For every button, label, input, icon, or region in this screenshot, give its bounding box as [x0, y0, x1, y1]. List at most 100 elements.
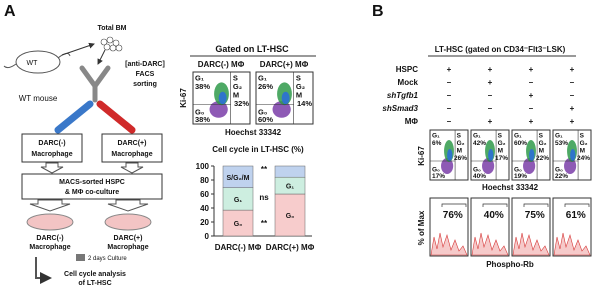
mouse-label: WT	[27, 60, 39, 67]
condition-mark: +	[529, 91, 534, 100]
condition-mark: –	[447, 117, 452, 126]
gate-label: G₀	[195, 108, 204, 117]
flow-title: Gated on LT-HSC	[215, 44, 289, 54]
box	[21, 173, 163, 200]
cell-cloud	[281, 91, 290, 105]
dish	[104, 213, 152, 231]
arrow	[35, 257, 52, 284]
panel-label: A	[4, 3, 16, 20]
gate-percent: 19%	[514, 173, 527, 180]
condition-mark: –	[570, 78, 575, 87]
antibody-icon	[79, 65, 111, 103]
block-arrow	[107, 199, 149, 212]
gate-label: S	[233, 74, 238, 83]
gate-percent: 76%	[443, 210, 463, 221]
y-axis-label: Ki-67	[417, 146, 426, 166]
histogram-trace	[512, 232, 550, 256]
gate-label: G₂	[580, 140, 588, 147]
gate-label: M	[296, 91, 302, 100]
gate-label: G₀	[432, 167, 440, 174]
cell-cloud	[272, 101, 291, 118]
gate-percent: 17%	[495, 155, 508, 162]
dish	[26, 213, 74, 231]
condition-mark: –	[488, 104, 493, 113]
gate-label: M	[580, 148, 585, 155]
condition-mark: –	[447, 78, 452, 87]
condition-mark: –	[447, 91, 452, 100]
segment-label: G₁	[234, 197, 242, 204]
cell-cloud	[564, 158, 577, 174]
box-label: Macrophage	[111, 151, 152, 158]
y-tick-label: 100	[196, 162, 210, 171]
box	[101, 133, 163, 163]
cell-cloud	[488, 149, 494, 161]
condition-mark: –	[529, 104, 534, 113]
gate-percent: 6%	[432, 140, 442, 147]
gate-label: M	[539, 148, 544, 155]
box-label: DARC(-)	[38, 140, 65, 147]
gate-label: M	[457, 148, 462, 155]
y-tick-label: 60	[200, 190, 209, 199]
block-arrow	[120, 162, 144, 174]
condition-mark: –	[570, 91, 575, 100]
bar-segment	[222, 165, 254, 188]
x-axis-label: Hoechst 33342	[482, 183, 539, 192]
cell-cloud	[570, 149, 576, 161]
gate-percent: 40%	[473, 173, 486, 180]
gate-label: G₀	[258, 108, 267, 117]
condition-name: shSmad3	[382, 104, 418, 113]
gate-percent: 22%	[536, 155, 549, 162]
box	[21, 133, 83, 163]
mouse-tail	[3, 63, 17, 69]
bar-segment	[274, 193, 306, 237]
segment-label: G₀	[234, 221, 243, 228]
condition-name: Mock	[398, 78, 419, 87]
cell-cloud	[218, 91, 227, 105]
y-tick-label: 40	[200, 204, 209, 213]
gate-percent: 14%	[297, 99, 312, 108]
gate-label: G₀	[514, 167, 522, 174]
sorting-label: [anti-DARC]	[125, 61, 165, 68]
condition-mark: +	[529, 65, 534, 74]
gate-label: G₁	[514, 133, 522, 140]
tube-negative	[54, 100, 94, 134]
condition-name: MΦ	[405, 117, 419, 126]
gate-label: G₂	[539, 140, 547, 147]
condition-mark: +	[570, 117, 575, 126]
box-label: & MΦ co-culture	[65, 189, 119, 196]
cells-icon	[100, 36, 123, 52]
y-axis-label: % of Max	[417, 210, 426, 245]
gate-percent: 32%	[234, 99, 249, 108]
histogram-trace	[430, 232, 468, 256]
gate-label: G₁	[473, 133, 481, 140]
condition-mark: +	[488, 78, 493, 87]
condition-mark: +	[488, 65, 493, 74]
x-tick-label: DARC(-) MΦ	[215, 243, 262, 252]
cell-cloud	[447, 149, 453, 161]
cell-cloud	[523, 158, 536, 174]
segment-label: G₁	[286, 184, 294, 191]
gate-label: S	[457, 133, 462, 140]
gate-percent: 22%	[555, 173, 568, 180]
annotation: **	[261, 219, 268, 228]
mouse-caption: WT mouse	[19, 94, 58, 103]
dish-label: Macrophage	[107, 244, 148, 251]
condition-mark: –	[447, 104, 452, 113]
dish-label: Macrophage	[29, 244, 70, 251]
sorting-label: FACS	[136, 71, 155, 78]
gate-bracket	[564, 203, 590, 207]
tube-positive	[96, 100, 136, 134]
cell-cloud	[529, 149, 535, 161]
block-arrow	[40, 162, 64, 174]
gate-label: G₀	[555, 167, 563, 174]
plot-title: DARC(-) MΦ	[198, 60, 245, 69]
arrow	[61, 42, 95, 56]
y-axis-label: Ki-67	[179, 88, 188, 108]
y-tick-label: 0	[205, 232, 210, 241]
gate-bracket	[441, 203, 467, 207]
segment-label: G₀	[286, 213, 295, 220]
x-axis-label: Phospho-Rb	[486, 260, 534, 269]
condition-mark: –	[488, 91, 493, 100]
analysis-label: of LT-HSC	[78, 280, 111, 287]
